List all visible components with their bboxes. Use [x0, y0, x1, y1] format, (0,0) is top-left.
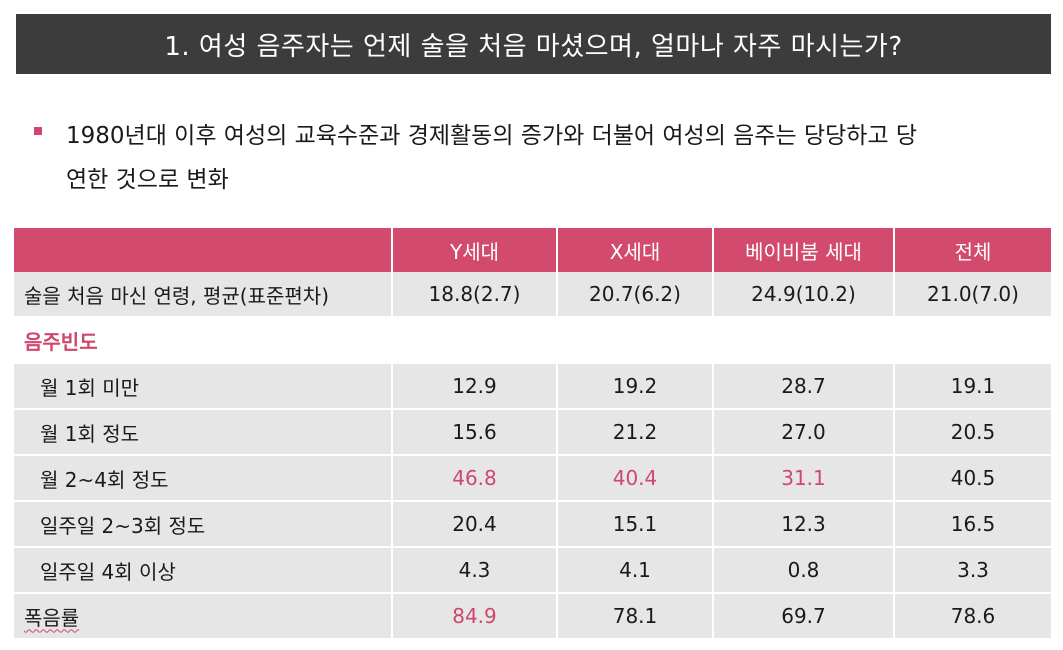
- cell-value: 20.7(6.2): [557, 272, 714, 318]
- page-title: 1. 여성 음주자는 언제 술을 처음 마셨으며, 얼마나 자주 마시는가?: [16, 14, 1051, 74]
- row-label: 월 1회 정도: [14, 409, 393, 456]
- table-row: 일주일 4회 이상 4.3 4.1 0.8 3.3: [14, 547, 1051, 594]
- cell-value: 19.2: [557, 363, 714, 410]
- table-row: 폭음률 84.9 78.1 69.7 78.6: [14, 593, 1051, 640]
- cell-value: 18.8(2.7): [392, 272, 558, 318]
- table-row: 일주일 2~3회 정도 20.4 15.1 12.3 16.5: [14, 501, 1051, 548]
- cell-value: 16.5: [894, 501, 1051, 548]
- cell-value: 0.8: [713, 547, 895, 594]
- row-label: 월 2~4회 정도: [14, 455, 393, 502]
- header-cell-boomer: 베이비붐 세대: [713, 228, 895, 272]
- row-label: 술을 처음 마신 연령, 평균(표준편차): [14, 272, 393, 318]
- cell-value: 15.1: [557, 501, 714, 548]
- row-label: 월 1회 미만: [14, 363, 393, 410]
- cell-value-highlight: 31.1: [713, 455, 895, 502]
- square-bullet-icon: [34, 127, 42, 135]
- empty-cell: [894, 317, 1051, 364]
- header-cell-y-gen: Y세대: [392, 228, 558, 272]
- empty-cell: [392, 317, 558, 364]
- cell-value: 15.6: [392, 409, 558, 456]
- header-cell-total: 전체: [894, 228, 1051, 272]
- table-row: 월 1회 미만 12.9 19.2 28.7 19.1: [14, 363, 1051, 410]
- cell-value: 3.3: [894, 547, 1051, 594]
- cell-value: 21.0(7.0): [894, 272, 1051, 318]
- table-row: 월 1회 정도 15.6 21.2 27.0 20.5: [14, 409, 1051, 456]
- header-row: Y세대 X세대 베이비붐 세대 전체: [14, 228, 1051, 272]
- header-cell-blank: [14, 228, 393, 272]
- table-row: 월 2~4회 정도 46.8 40.4 31.1 40.5: [14, 455, 1051, 502]
- cell-value: 40.5: [894, 455, 1051, 502]
- bullet-line-1: 1980년대 이후 여성의 교육수준과 경제활동의 증가와 더불어 여성의 음주…: [66, 123, 918, 149]
- cell-value-highlight: 40.4: [557, 455, 714, 502]
- row-label: 일주일 4회 이상: [14, 547, 393, 594]
- binge-label: 폭음률: [24, 605, 80, 630]
- section-row: 음주빈도: [14, 317, 1051, 364]
- data-table: Y세대 X세대 베이비붐 세대 전체 술을 처음 마신 연령, 평균(표준편차)…: [14, 228, 1051, 640]
- cell-value: 28.7: [713, 363, 895, 410]
- cell-value: 4.1: [557, 547, 714, 594]
- section-label: 음주빈도: [14, 317, 393, 364]
- empty-cell: [557, 317, 714, 364]
- cell-value: 78.1: [557, 593, 714, 640]
- cell-value-highlight: 46.8: [392, 455, 558, 502]
- table-row: 술을 처음 마신 연령, 평균(표준편차) 18.8(2.7) 20.7(6.2…: [14, 272, 1051, 318]
- cell-value: 20.4: [392, 501, 558, 548]
- bullet-point: 1980년대 이후 여성의 교육수준과 경제활동의 증가와 더불어 여성의 음주…: [34, 114, 1044, 202]
- cell-value: 4.3: [392, 547, 558, 594]
- row-label: 일주일 2~3회 정도: [14, 501, 393, 548]
- cell-value: 21.2: [557, 409, 714, 456]
- cell-value: 12.9: [392, 363, 558, 410]
- bullet-text: 1980년대 이후 여성의 교육수준과 경제활동의 증가와 더불어 여성의 음주…: [66, 114, 917, 202]
- header-cell-x-gen: X세대: [557, 228, 714, 272]
- cell-value: 12.3: [713, 501, 895, 548]
- cell-value: 27.0: [713, 409, 895, 456]
- cell-value: 19.1: [894, 363, 1051, 410]
- cell-value: 24.9(10.2): [713, 272, 895, 318]
- cell-value: 78.6: [894, 593, 1051, 640]
- cell-value-highlight: 84.9: [392, 593, 558, 640]
- empty-cell: [713, 317, 895, 364]
- cell-value: 69.7: [713, 593, 895, 640]
- row-label: 폭음률: [14, 593, 393, 640]
- bullet-line-2: 연한 것으로 변화: [66, 167, 229, 193]
- cell-value: 20.5: [894, 409, 1051, 456]
